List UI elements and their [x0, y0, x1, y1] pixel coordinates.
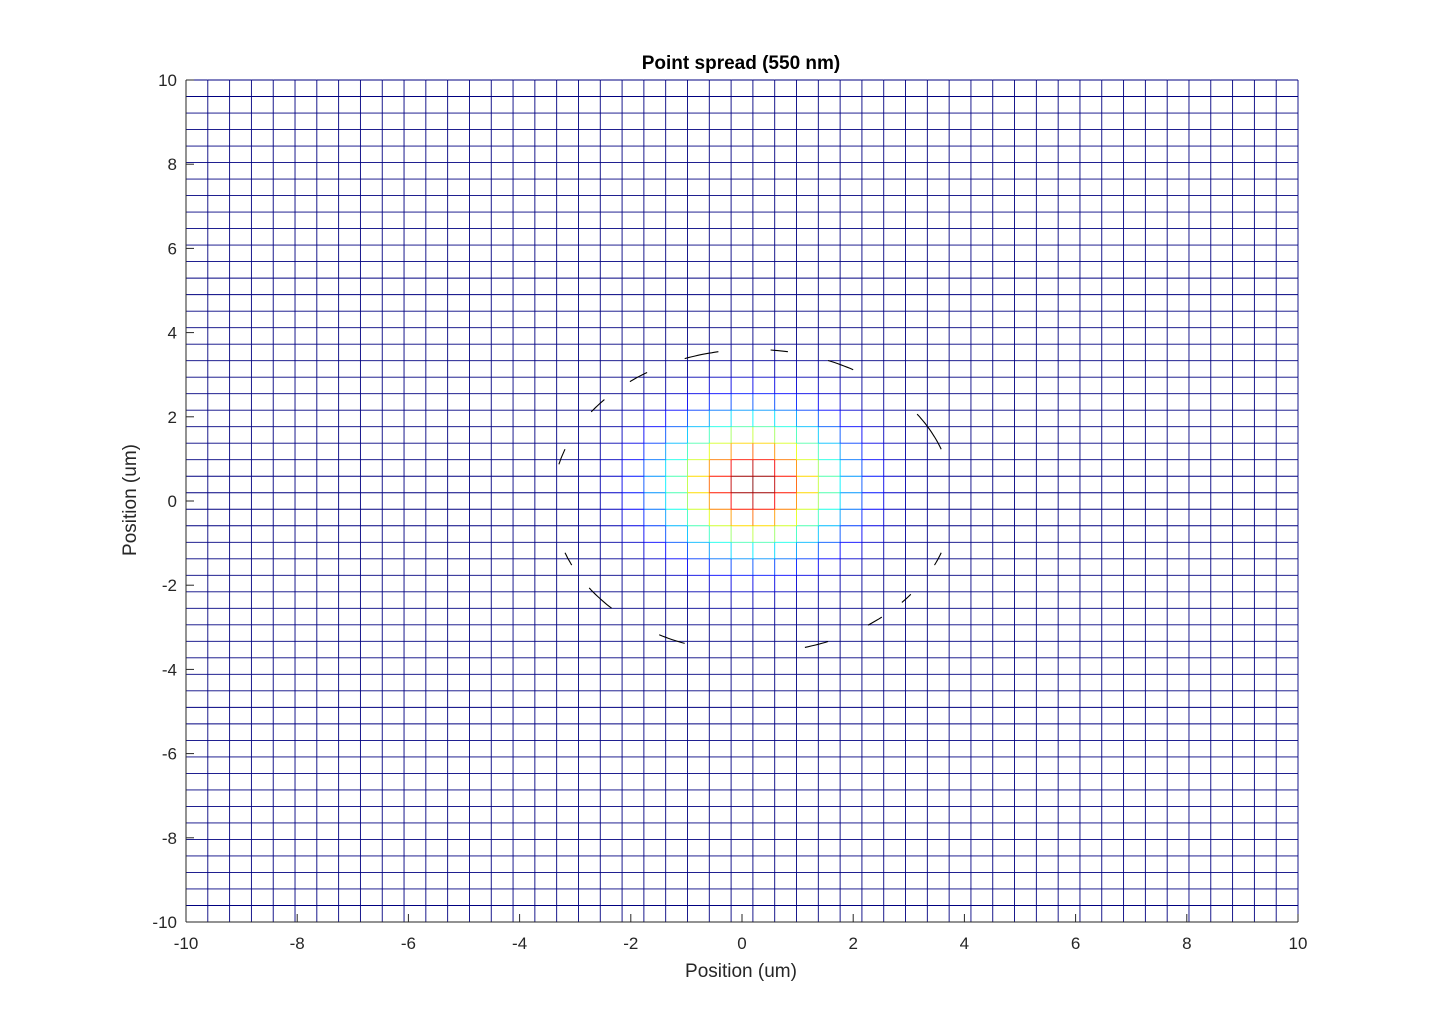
mesh-surface [185, 79, 1299, 923]
